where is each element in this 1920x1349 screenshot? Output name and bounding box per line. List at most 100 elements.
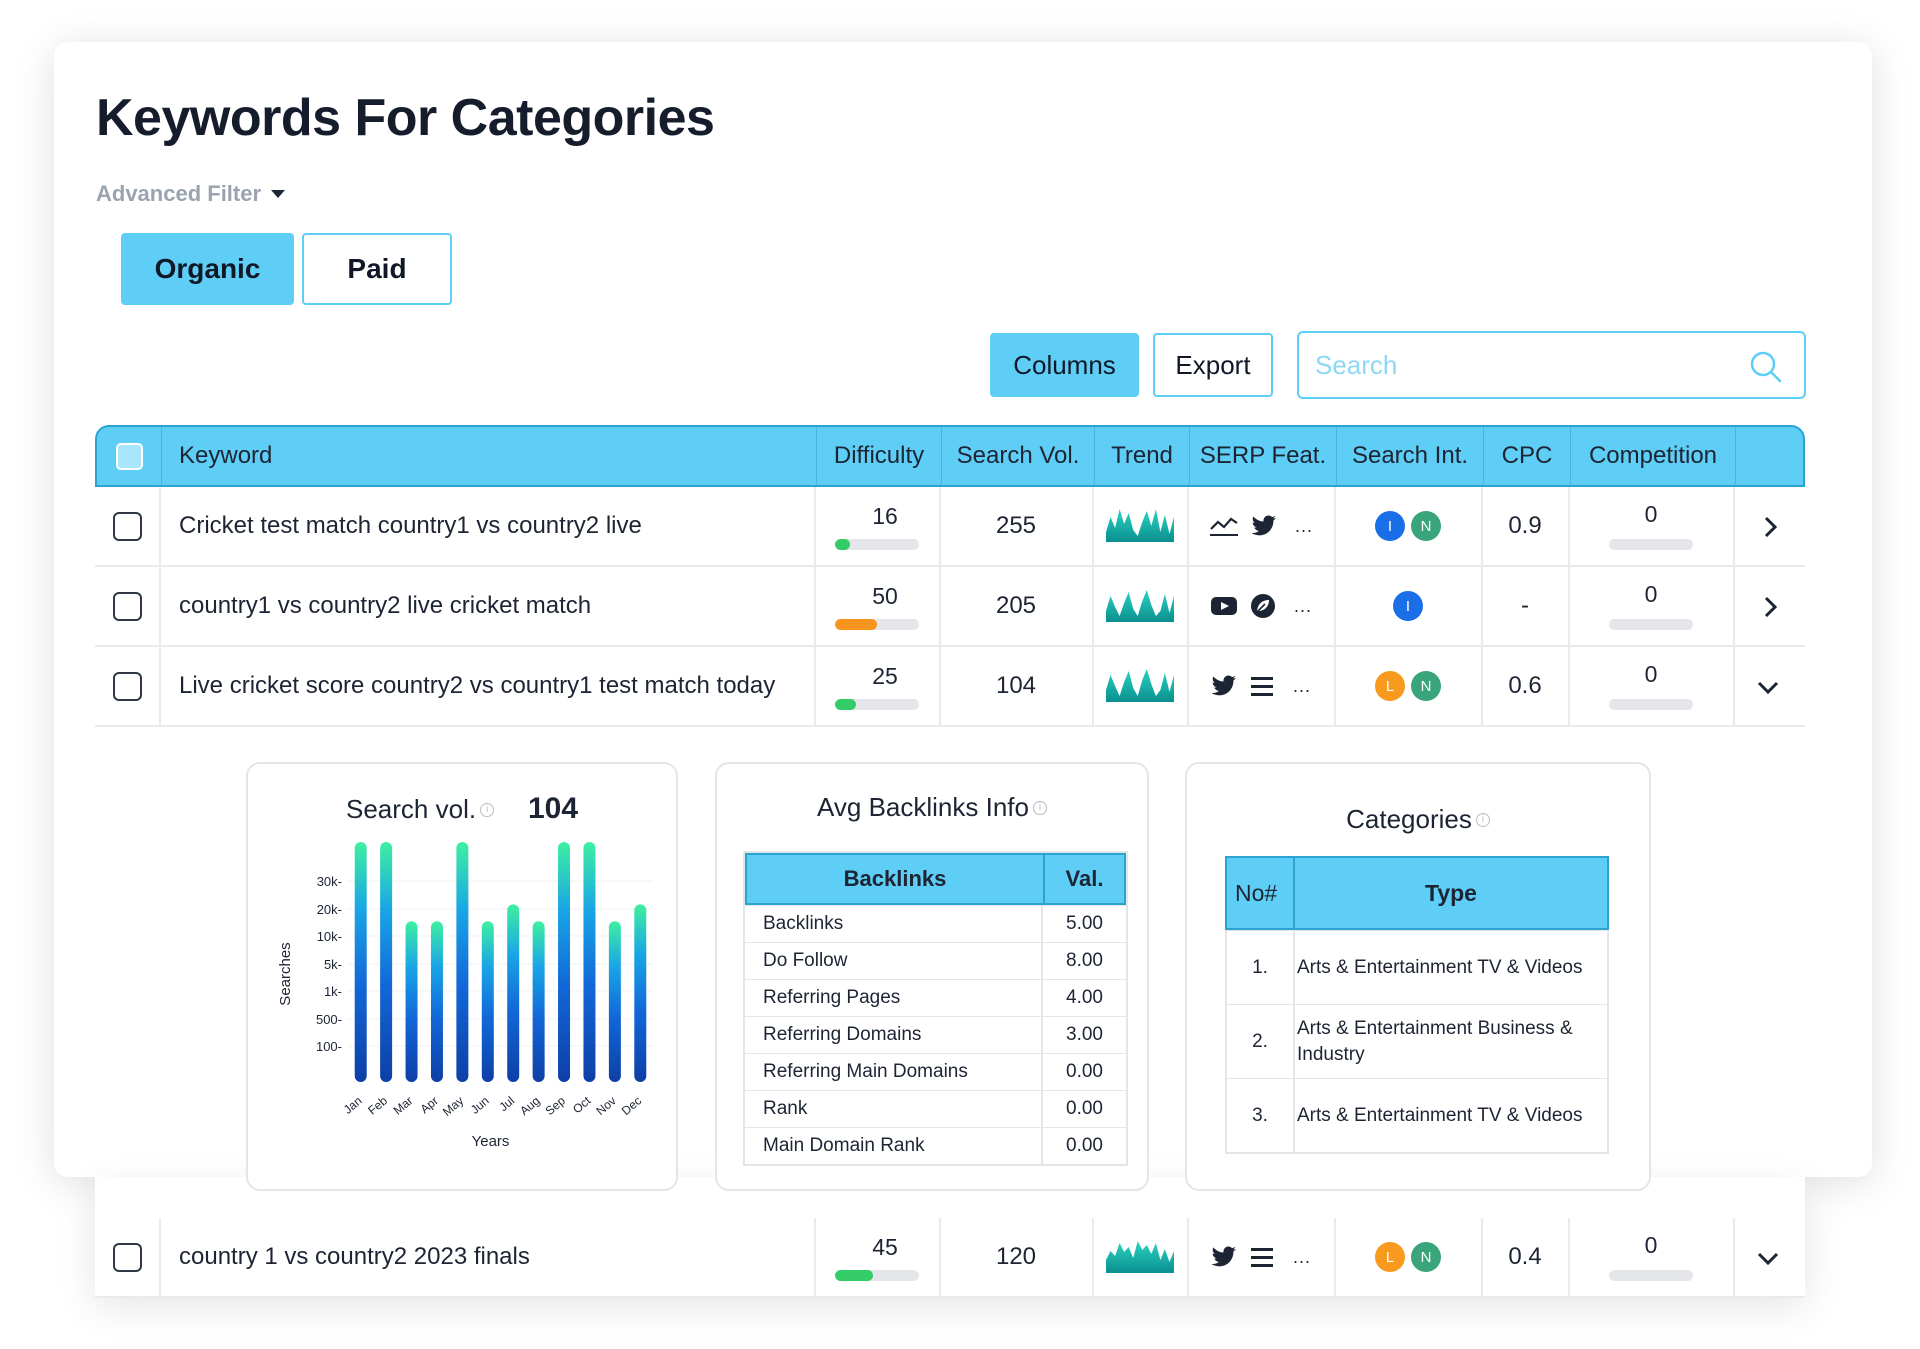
- bar-dec[interactable]: [634, 904, 647, 1082]
- header-keyword[interactable]: Keyword: [179, 442, 273, 469]
- chevron-down-icon[interactable]: [1755, 1245, 1781, 1271]
- backlinks-metric-value: 4.00: [1066, 987, 1103, 1008]
- info-icon[interactable]: i: [480, 803, 495, 817]
- serp-more[interactable]: ...: [1292, 675, 1311, 696]
- difficulty-bar-fill: [835, 539, 851, 550]
- info-icon[interactable]: i: [1475, 813, 1490, 827]
- trend-line-icon: [1209, 515, 1239, 537]
- search-volume-cell: 255: [995, 512, 1037, 539]
- bar-jun[interactable]: [481, 921, 494, 1082]
- keyword-cell[interactable]: Live cricket score country2 vs country1 …: [179, 672, 776, 699]
- search-input[interactable]: [1315, 345, 1735, 385]
- serp-more[interactable]: ...: [1292, 1246, 1311, 1267]
- y-tick-label: 100-: [316, 1039, 342, 1054]
- x-tick-label: Sep: [543, 1093, 569, 1118]
- info-icon[interactable]: i: [1032, 801, 1047, 815]
- category-row: 1. Arts & Entertainment TV & Videos: [1227, 930, 1607, 1004]
- intent-badge: N: [1411, 671, 1441, 701]
- header-cpc[interactable]: CPC: [1501, 442, 1553, 469]
- serp-more[interactable]: ...: [1294, 515, 1313, 536]
- search-volume-cell: 104: [995, 672, 1037, 699]
- table-row[interactable]: country 1 vs country2 2023 finals 45 120..…: [95, 1218, 1805, 1298]
- serp-more[interactable]: ...: [1293, 595, 1312, 616]
- columns-button[interactable]: Columns: [990, 333, 1139, 397]
- bar-oct[interactable]: [583, 842, 596, 1082]
- row-checkbox[interactable]: [113, 592, 142, 621]
- bar-apr[interactable]: [430, 921, 443, 1082]
- header-intent[interactable]: Search Int.: [1351, 442, 1469, 469]
- x-tick-label: Jan: [341, 1094, 365, 1117]
- cpc-cell: -: [1521, 592, 1529, 619]
- cpc-cell: 0.4: [1508, 1243, 1542, 1270]
- competition-value: 0: [1644, 661, 1658, 687]
- column-divider: [1733, 567, 1735, 645]
- keyword-cell[interactable]: country 1 vs country2 2023 finals: [179, 1243, 530, 1270]
- twitter-icon: [1211, 675, 1237, 697]
- keyword-cell[interactable]: Cricket test match country1 vs country2 …: [179, 512, 642, 539]
- trend-sparkline: [1093, 1218, 1187, 1296]
- header-trend[interactable]: Trend: [1111, 442, 1173, 469]
- list-icon: [1249, 1245, 1275, 1269]
- column-divider: [1187, 1218, 1189, 1296]
- backlinks-metric-value: 0.00: [1066, 1061, 1103, 1082]
- column-divider: [814, 567, 816, 645]
- serp-features-cell: ...: [1188, 487, 1334, 565]
- row-checkbox[interactable]: [113, 512, 142, 541]
- intent-badge: I: [1375, 511, 1405, 541]
- keyword-cell[interactable]: country1 vs country2 live cricket match: [179, 592, 592, 619]
- column-divider: [1481, 647, 1483, 725]
- header-serp[interactable]: SERP Feat.: [1199, 442, 1327, 469]
- column-divider: [1094, 427, 1095, 485]
- tab-organic[interactable]: Organic: [121, 233, 294, 305]
- backlinks-metric-name: Referring Main Domains: [745, 1054, 1043, 1090]
- select-all-checkbox[interactable]: [116, 443, 143, 470]
- column-divider: [1733, 647, 1735, 725]
- categories-header-type: Type: [1425, 879, 1477, 906]
- bar-mar[interactable]: [405, 921, 418, 1082]
- bar-feb[interactable]: [380, 842, 393, 1082]
- bar-aug[interactable]: [532, 921, 545, 1082]
- search-volume-cell: 120: [995, 1243, 1037, 1270]
- column-divider: [1568, 1218, 1570, 1296]
- column-divider: [1570, 427, 1571, 485]
- tab-paid[interactable]: Paid: [302, 233, 452, 305]
- advanced-filter-toggle[interactable]: Advanced Filter: [96, 181, 286, 207]
- bar-sep[interactable]: [558, 842, 571, 1082]
- categories-table-header: No# Type: [1225, 856, 1609, 930]
- categories-title: Categories i: [1187, 804, 1649, 835]
- row-checkbox[interactable]: [113, 1243, 142, 1272]
- trend-sparkline: [1093, 487, 1187, 565]
- chevron-right-icon[interactable]: [1757, 594, 1783, 620]
- row-checkbox[interactable]: [113, 672, 142, 701]
- chevron-down-icon[interactable]: [1755, 674, 1781, 700]
- bar-nov[interactable]: [608, 921, 621, 1082]
- y-tick-label: 500-: [316, 1012, 342, 1027]
- column-divider: [939, 647, 941, 725]
- bar-jan[interactable]: [354, 842, 367, 1082]
- search-icon[interactable]: [1748, 349, 1784, 385]
- header-difficulty[interactable]: Difficulty: [833, 442, 925, 469]
- difficulty-bar-fill: [835, 699, 856, 710]
- backlinks-panel: Avg Backlinks Info i Backlinks Val. Backl…: [715, 762, 1149, 1191]
- difficulty-bar-fill: [835, 1270, 873, 1281]
- header-competition[interactable]: Competition: [1588, 442, 1718, 469]
- difficulty-bar-fill: [835, 619, 877, 630]
- cpc-cell: 0.6: [1508, 672, 1542, 699]
- bar-jul[interactable]: [507, 904, 520, 1082]
- table-row[interactable]: country1 vs country2 live cricket match 5…: [95, 567, 1805, 647]
- chevron-right-icon[interactable]: [1757, 514, 1783, 540]
- category-row: 2. Arts & Entertainment Business & Indust…: [1227, 1004, 1607, 1078]
- twitter-icon: [1211, 1246, 1237, 1268]
- category-type: Arts & Entertainment TV & Videos: [1297, 1104, 1583, 1126]
- x-tick-label: Dec: [619, 1094, 644, 1118]
- bar-may[interactable]: [456, 842, 469, 1082]
- caret-down-icon: [271, 190, 286, 198]
- backlinks-metric-value: 5.00: [1066, 913, 1103, 934]
- intent-badge: L: [1375, 1242, 1405, 1272]
- export-button[interactable]: Export: [1153, 333, 1273, 397]
- table-row[interactable]: Live cricket score country2 vs country1 …: [95, 647, 1805, 727]
- table-row[interactable]: Cricket test match country1 vs country2 …: [95, 487, 1805, 567]
- backlinks-row: Main Domain Rank 0.00: [745, 1127, 1126, 1164]
- search-vol-value: 104: [528, 792, 579, 825]
- header-search-vol[interactable]: Search Vol.: [956, 442, 1080, 469]
